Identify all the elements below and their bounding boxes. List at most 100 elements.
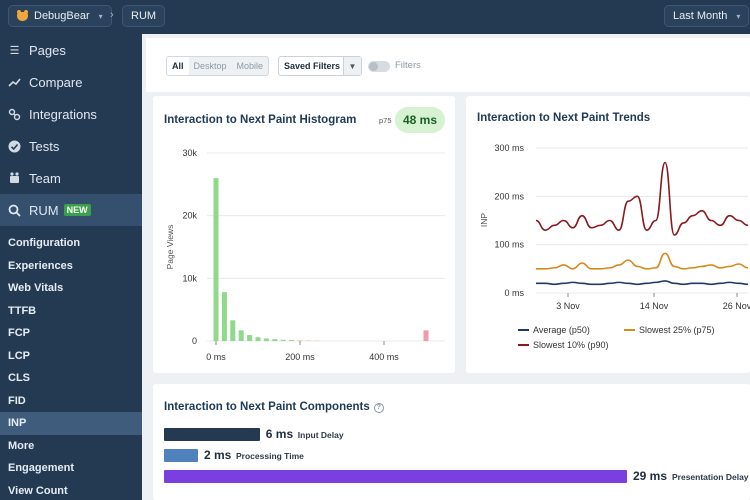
sidebar-item-rum[interactable]: RUM NEW [0, 194, 142, 226]
x-tick-label: 26 Nov [723, 301, 750, 311]
legend-label: Average (p50) [533, 325, 590, 335]
segment-mobile[interactable]: Mobile [236, 61, 264, 71]
component-label: Input Delay [297, 430, 344, 440]
sidebar-item-web-vitals[interactable]: Web Vitals [8, 282, 64, 295]
y-tick-label: 10k [182, 273, 197, 283]
trends-title: Interaction to Next Paint Trends [477, 112, 651, 124]
sidebar-item-label: Compare [29, 74, 83, 90]
trends-chart: 0 ms 100 ms 200 ms 300 ms INP 3 Nov 14 Nov 26 N… [479, 143, 750, 350]
project-name: DebugBear [34, 10, 90, 22]
histogram-bar [280, 339, 286, 341]
histogram-bar [305, 340, 311, 341]
sidebar-item-team[interactable]: Team [0, 162, 142, 194]
project-switcher[interactable]: DebugBear ▾ [8, 5, 112, 27]
histogram-bar [314, 340, 320, 341]
series-line [535, 252, 749, 270]
sidebar-item-integrations[interactable]: Integrations [0, 98, 142, 130]
sidebar-item-inp[interactable]: INP [0, 412, 142, 435]
components-card: Interaction to Next Paint Components? 6 … [153, 384, 750, 500]
filters-toggle[interactable] [368, 61, 390, 72]
histogram-bar [255, 337, 261, 341]
team-icon [8, 172, 21, 185]
filters-toggle-label: Filters [395, 60, 421, 71]
sidebar-item-tests[interactable]: Tests [0, 130, 142, 162]
histogram-bar [230, 320, 236, 341]
y-tick-label: 20k [182, 211, 197, 221]
y-tick-label: 300 ms [494, 143, 524, 153]
sidebar-item-cls[interactable]: CLS [8, 372, 30, 385]
component-value: 29 ms [633, 469, 668, 483]
component-bar [164, 449, 198, 462]
debugbear-logo-icon [17, 9, 28, 21]
saved-filters-select[interactable]: Saved Filters ▼ [278, 56, 362, 76]
caret-down-icon: ▼ [343, 57, 361, 75]
components-title: Interaction to Next Paint Components? [164, 401, 384, 413]
component-bar [164, 470, 627, 483]
sidebar-item-experiences[interactable]: Experiences [8, 259, 73, 272]
new-badge: NEW [63, 204, 91, 216]
help-icon[interactable]: ? [373, 403, 384, 413]
y-tick-label: 0 ms [504, 288, 524, 298]
sidebar-item-pages[interactable]: ☰ Pages [0, 34, 142, 66]
histogram-bar [247, 335, 253, 341]
main-content: All Desktop Mobile Saved Filters ▼ Filte… [142, 34, 750, 500]
y-tick-label: 100 ms [494, 240, 524, 250]
y-tick-label: 30k [182, 148, 197, 158]
list-icon: ☰ [9, 44, 20, 57]
breadcrumb-rum[interactable]: RUM [122, 5, 166, 27]
saved-filters-label: Saved Filters [284, 61, 341, 71]
date-range-select[interactable]: Last Month ▾ [664, 5, 750, 27]
y-axis-label: Page Views [165, 225, 175, 270]
histogram-bar [289, 340, 295, 341]
filter-bar: All Desktop Mobile Saved Filters ▼ Filte… [146, 38, 750, 92]
chevron-updown-icon: ▾ [736, 11, 741, 21]
sidebar-item-engagement[interactable]: Engagement [8, 462, 75, 475]
search-icon [8, 204, 21, 217]
sidebar-item-configuration[interactable]: Configuration [8, 237, 81, 250]
integrations-icon [8, 108, 21, 121]
sidebar-item-compare[interactable]: Compare [0, 66, 142, 98]
components-title-text: Interaction to Next Paint Components [164, 401, 370, 413]
chevron-right-icon: › [110, 9, 114, 21]
check-circle-icon [8, 140, 21, 153]
sidebar: ☰ Pages Compare Integrations Tests Team … [0, 34, 142, 500]
histogram-bar [297, 340, 303, 341]
sidebar-item-fid[interactable]: FID [8, 394, 26, 407]
sidebar-item-label: Pages [29, 42, 66, 58]
sidebar-item-label: RUM [29, 202, 59, 218]
segment-desktop[interactable]: Desktop [193, 61, 227, 71]
sidebar-item-label: Tests [29, 138, 60, 154]
sidebar-item-view-count[interactable]: View Count [8, 484, 68, 497]
component-label: Processing Time [236, 451, 304, 461]
histogram-bar [221, 292, 227, 341]
sidebar-item-label: Integrations [29, 106, 97, 122]
x-tick-label: 200 ms [285, 352, 315, 362]
series-line [536, 280, 749, 286]
sidebar-item-more[interactable]: More [8, 439, 35, 452]
component-label: Presentation Delay [672, 472, 749, 482]
x-tick-label: 3 Nov [556, 301, 580, 311]
component-bar [164, 428, 260, 441]
y-tick-label: 0 [192, 336, 197, 346]
rum-subnav: Configuration Experiences Web Vitals TTFB FC… [0, 226, 142, 500]
histogram-title: Interaction to Next Paint Histogram [164, 114, 357, 126]
component-value: 2 ms [204, 448, 232, 462]
histogram-bar [423, 330, 429, 341]
histogram-bar [263, 338, 269, 341]
x-tick-label: 400 ms [369, 352, 399, 362]
histogram-card: Interaction to Next Paint Histogram p75 … [153, 96, 455, 373]
sidebar-item-ttfb[interactable]: TTFB [8, 304, 37, 317]
segment-all[interactable]: All [167, 57, 189, 75]
legend-label: Slowest 10% (p90) [533, 340, 609, 350]
trends-card: Interaction to Next Paint Trends 0 ms 100… [466, 96, 750, 373]
p75-label: p75 [379, 116, 392, 125]
compare-icon [8, 76, 21, 89]
chevron-updown-icon: ▾ [98, 11, 103, 21]
component-value: 6 ms [265, 427, 294, 441]
sidebar-item-lcp[interactable]: LCP [8, 349, 30, 362]
y-axis-label: INP [479, 213, 489, 228]
histogram-bar [213, 178, 219, 341]
histogram-bar [272, 339, 278, 341]
top-bar: DebugBear ▾ › RUM Last Month ▾ [0, 0, 750, 34]
sidebar-item-fcp[interactable]: FCP [8, 327, 30, 340]
